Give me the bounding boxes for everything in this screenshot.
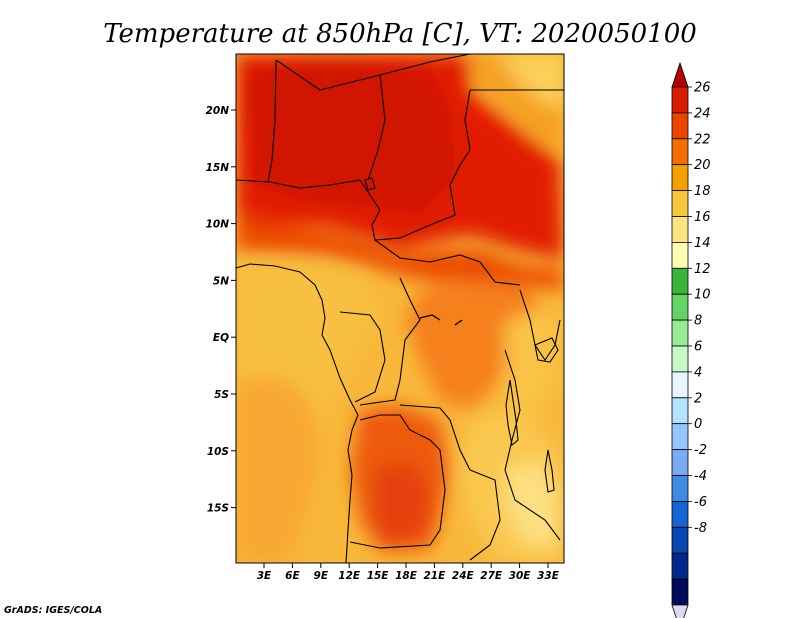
colorbar-swatch xyxy=(671,475,689,502)
temp-zone-ne-mild xyxy=(500,54,564,110)
lat-label: 10N xyxy=(206,219,230,231)
colorbar-label: -6 xyxy=(694,495,707,510)
border-congo xyxy=(399,404,471,471)
lon-label: 33E xyxy=(537,570,560,582)
colorbar-swatch xyxy=(671,397,689,425)
border-central-1 xyxy=(374,239,521,286)
colorbar-swatch xyxy=(671,138,689,166)
colorbar-swatch xyxy=(671,190,689,217)
longitude-axis: 3E 6E 9E 12E 15E 18E 21E 24E 27E 30E 33E xyxy=(257,563,560,582)
border-north-2 xyxy=(367,74,386,181)
latitude-axis: 20N 15N 10N 5N EQ 5S 10S 15S xyxy=(206,105,236,515)
temp-zone-sw-20 xyxy=(236,375,320,563)
lake-malawi xyxy=(544,449,555,493)
temp-zone-angola-core xyxy=(375,460,430,545)
colorbar-swatch xyxy=(671,319,689,347)
river-congo xyxy=(419,314,463,326)
lon-label: 9E xyxy=(314,570,329,582)
colorbar-bottom-arrow xyxy=(671,604,689,618)
lat-label: 5S xyxy=(214,389,229,401)
colorbar-label: 24 xyxy=(694,106,711,121)
temperature-field xyxy=(236,54,564,563)
colorbar-label: -2 xyxy=(694,443,707,458)
lat-label: 20N xyxy=(206,105,230,117)
colorbar-swatch xyxy=(671,164,689,191)
lon-label: 18E xyxy=(395,570,418,582)
border-east-1 xyxy=(519,289,561,361)
lon-label: 21E xyxy=(424,570,447,582)
lake-tanganyika xyxy=(505,379,519,447)
credit-text: GrADS: IGES/COLA xyxy=(4,605,102,616)
colorbar-label: 14 xyxy=(694,236,711,251)
colorbar-swatch xyxy=(671,345,689,373)
colorbar-swatch xyxy=(671,423,689,451)
colorbar-label: 22 xyxy=(694,132,711,147)
coastline-west xyxy=(236,263,359,563)
colorbar-swatch xyxy=(671,112,689,140)
colorbar-label: 0 xyxy=(694,417,702,432)
colorbar-label: 26 xyxy=(694,81,711,96)
colorbar-label: 12 xyxy=(694,262,711,277)
lon-label: 27E xyxy=(480,570,503,582)
colorbar-label: -8 xyxy=(694,521,707,536)
lat-label: 5N xyxy=(213,275,229,287)
colorbar-swatch xyxy=(671,216,689,243)
lon-label: 12E xyxy=(338,570,361,582)
colorbar-label: 4 xyxy=(694,365,702,380)
map-frame xyxy=(235,53,565,564)
colorbar-top-arrow xyxy=(671,61,689,88)
map-panel xyxy=(236,54,564,563)
lake-victoria xyxy=(534,337,559,363)
colorbar-label: 10 xyxy=(694,288,711,303)
border-east-2 xyxy=(504,349,561,541)
lon-label: 24E xyxy=(452,570,475,582)
colorbar-label: 18 xyxy=(694,184,711,199)
colorbar-swatch xyxy=(671,449,689,476)
border-central-2 xyxy=(339,311,386,403)
colorbar-swatch xyxy=(671,267,689,295)
lon-label: 30E xyxy=(509,570,532,582)
colorbar-swatch xyxy=(671,86,689,114)
lat-label: 15N xyxy=(206,162,230,174)
colorbar-label: 20 xyxy=(694,158,711,173)
border-angola xyxy=(349,414,446,549)
lon-label: 15E xyxy=(367,570,390,582)
lat-label: 15S xyxy=(207,503,229,515)
colorbar-label: 2 xyxy=(694,391,702,406)
border-central-3 xyxy=(359,277,421,406)
temp-zone-26-core xyxy=(250,60,455,215)
border-se xyxy=(469,469,501,561)
colorbar-swatch xyxy=(671,578,689,606)
map-boundaries xyxy=(236,54,564,563)
border-north-3 xyxy=(267,59,277,183)
colorbar-swatch xyxy=(671,293,689,321)
lon-label: 6E xyxy=(285,570,300,582)
temp-zone-lakes xyxy=(505,310,560,420)
colorbar-label: -4 xyxy=(694,469,707,484)
colorbar-swatch xyxy=(671,241,689,269)
temp-zone-22-east xyxy=(405,280,540,410)
temp-zone-22-24 xyxy=(236,215,564,290)
colorbar-label: 6 xyxy=(694,340,702,355)
lat-label: 10S xyxy=(207,446,229,458)
colorbar-swatch xyxy=(671,371,689,399)
lat-label: EQ xyxy=(213,332,229,344)
colorbar-label: 16 xyxy=(694,210,711,225)
colorbar-swatch xyxy=(671,500,689,528)
colorbar-swatch xyxy=(671,526,689,554)
colorbar-label: 8 xyxy=(694,314,702,329)
map-title: Temperature at 850hPa [C], VT: 202005010… xyxy=(103,19,697,49)
lon-label: 3E xyxy=(257,570,272,582)
colorbar-swatch xyxy=(671,552,689,580)
lake-chad xyxy=(364,177,376,191)
